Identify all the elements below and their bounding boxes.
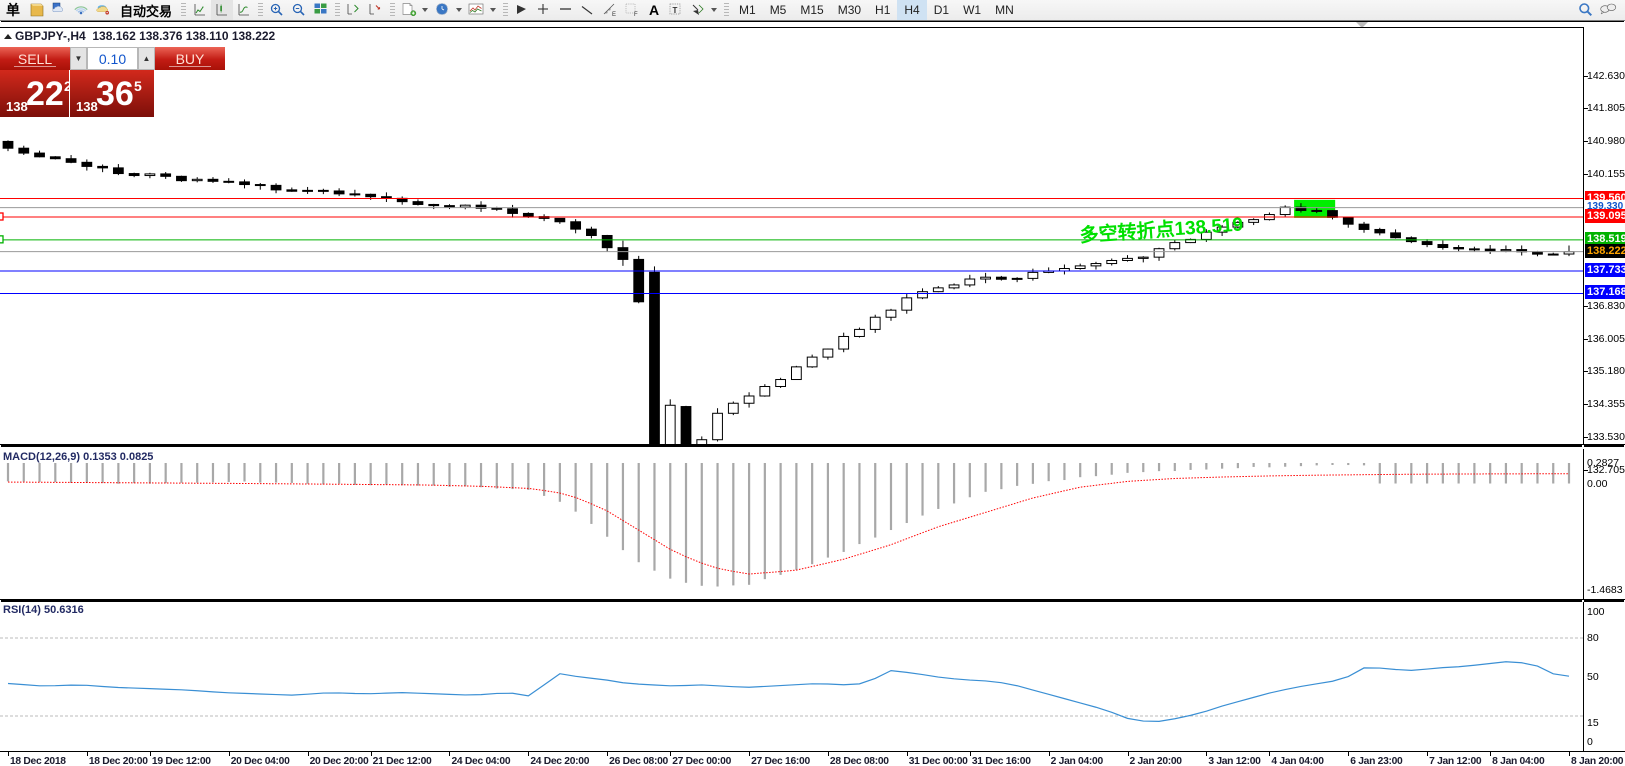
svg-text:多空转折点138.519: 多空转折点138.519 — [1079, 212, 1244, 246]
svg-text:F: F — [634, 12, 638, 18]
svg-text:E: E — [612, 12, 616, 18]
svg-text:T: T — [673, 6, 678, 15]
